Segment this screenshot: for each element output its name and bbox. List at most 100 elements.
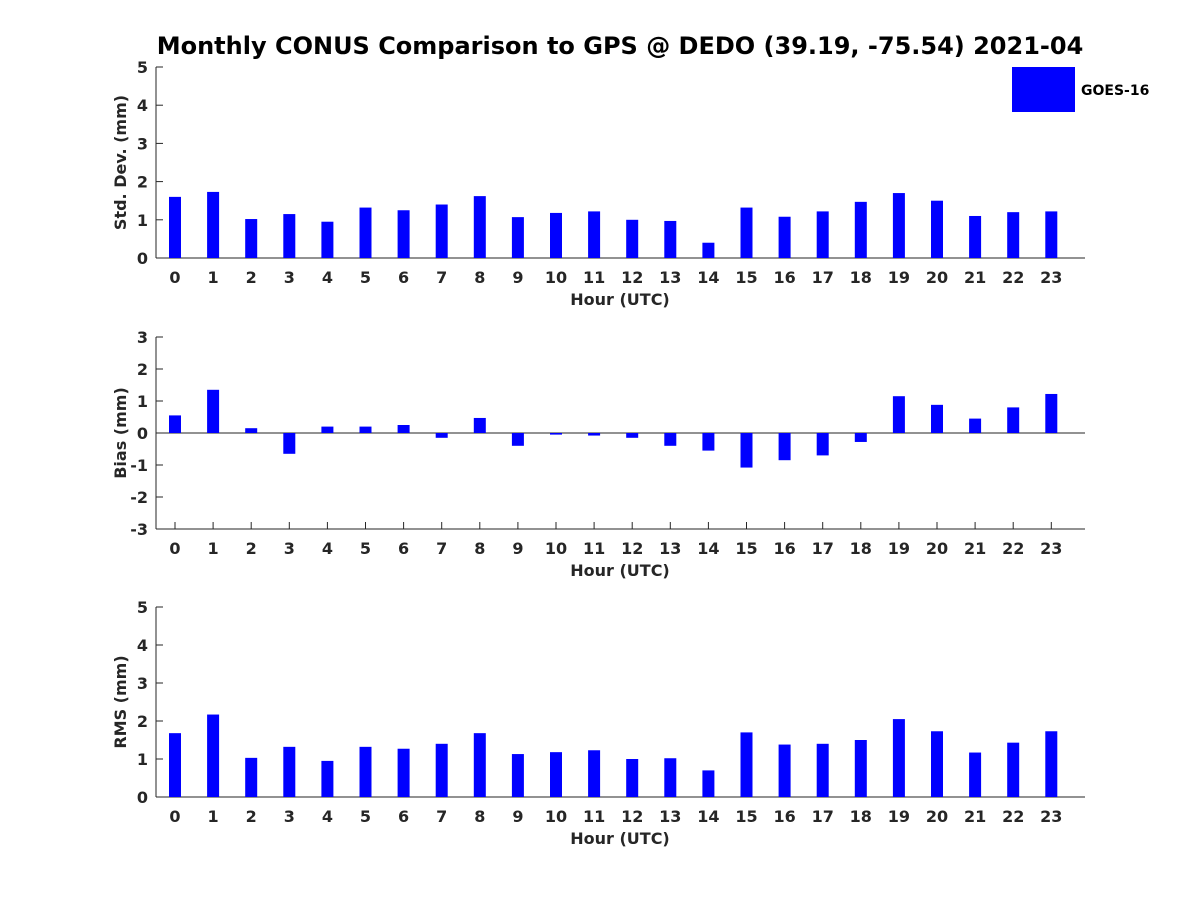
std-dev-bar	[321, 221, 334, 258]
rms-bar	[702, 770, 715, 797]
bias-x-tick-label: 22	[1002, 539, 1024, 558]
rms-bar	[664, 758, 677, 797]
bias-bar	[473, 417, 486, 433]
bias-bar	[321, 426, 334, 433]
bias-x-tick-label: 18	[850, 539, 872, 558]
std-dev-bar	[854, 201, 867, 258]
bias-bar	[169, 415, 181, 433]
std-dev-bar	[931, 200, 943, 258]
bias-x-tick-label: 6	[398, 539, 409, 558]
bias-x-tick-label: 13	[659, 539, 681, 558]
std-dev-y-tick-label: 5	[137, 58, 148, 77]
std-dev-x-tick-label: 9	[512, 268, 523, 287]
std-dev-y-tick-label: 0	[137, 249, 148, 268]
std-dev-bar	[969, 215, 982, 258]
bias-bar	[359, 426, 372, 433]
rms-x-tick-label: 19	[888, 807, 910, 826]
rms-bar	[1007, 742, 1020, 797]
rms-x-tick-label: 18	[850, 807, 872, 826]
std-dev-x-tick-label: 12	[621, 268, 643, 287]
std-dev-x-tick-label: 22	[1002, 268, 1024, 287]
bias-x-axis-label: Hour (UTC)	[570, 561, 670, 580]
rms-y-tick-label: 0	[137, 788, 148, 807]
bias-x-tick-label: 8	[474, 539, 485, 558]
bias-bar	[207, 389, 220, 433]
rms-x-tick-label: 8	[474, 807, 485, 826]
rms-bar	[626, 759, 639, 797]
rms-x-tick-label: 22	[1002, 807, 1024, 826]
rms-y-tick-label: 3	[137, 674, 148, 693]
std-dev-x-tick-label: 1	[208, 268, 219, 287]
rms-bar	[397, 748, 410, 797]
std-dev-bar	[1045, 211, 1058, 258]
bias-x-tick-label: 20	[926, 539, 948, 558]
rms-bar	[740, 732, 753, 797]
bias-bar	[283, 433, 296, 454]
std-dev-bar	[397, 210, 410, 258]
std-dev-bar	[740, 207, 753, 258]
bias-x-tick-label: 9	[512, 539, 523, 558]
bias-bar	[664, 433, 677, 446]
rms-x-tick-label: 9	[512, 807, 523, 826]
bias-x-tick-label: 4	[322, 539, 333, 558]
std-dev-y-axis-label: Std. Dev. (mm)	[111, 95, 130, 230]
bias-y-tick-label: -3	[130, 520, 148, 539]
bias-x-tick-label: 0	[169, 539, 180, 558]
rms-x-tick-label: 5	[360, 807, 371, 826]
bias-bar	[854, 433, 867, 442]
rms-bar	[778, 744, 791, 797]
std-dev-x-tick-label: 14	[697, 268, 719, 287]
rms-y-tick-label: 5	[137, 598, 148, 617]
std-dev-bar	[1007, 212, 1020, 258]
rms-x-tick-label: 16	[773, 807, 795, 826]
std-dev-x-tick-label: 13	[659, 268, 681, 287]
std-dev-bar	[435, 204, 448, 258]
rms-x-tick-label: 7	[436, 807, 447, 826]
std-dev-bar	[550, 212, 562, 258]
rms-bar	[207, 714, 220, 797]
bias-x-tick-label: 2	[246, 539, 257, 558]
std-dev-bar	[664, 220, 677, 258]
rms-y-tick-label: 1	[137, 750, 148, 769]
bias-y-tick-label: 2	[137, 360, 148, 379]
std-dev-x-tick-label: 7	[436, 268, 447, 287]
bias-x-tick-label: 17	[812, 539, 834, 558]
std-dev-bar	[359, 207, 372, 258]
rms-bar	[473, 733, 486, 797]
bias-y-tick-label: -2	[130, 488, 148, 507]
std-dev-x-tick-label: 15	[735, 268, 757, 287]
chart-title: Monthly CONUS Comparison to GPS @ DEDO (…	[157, 32, 1084, 60]
bias-bar	[550, 433, 562, 435]
bias-bar	[588, 433, 601, 436]
rms-x-tick-label: 10	[545, 807, 567, 826]
std-dev-y-tick-label: 2	[137, 173, 148, 192]
std-dev-bar	[588, 211, 601, 258]
bias-bar	[626, 433, 639, 438]
std-dev-x-tick-label: 2	[246, 268, 257, 287]
rms-bar	[854, 740, 867, 797]
std-dev-x-tick-label: 18	[850, 268, 872, 287]
std-dev-bar	[245, 219, 258, 258]
bias-y-tick-label: 0	[137, 424, 148, 443]
bias-bar	[816, 433, 829, 456]
rms-x-axis-label: Hour (UTC)	[570, 829, 670, 848]
bias-x-tick-label: 14	[697, 539, 719, 558]
bias-x-tick-label: 16	[773, 539, 795, 558]
rms-bar	[588, 750, 601, 797]
rms-bar	[245, 757, 258, 797]
bias-bar	[931, 404, 943, 433]
bias-bar	[702, 433, 715, 451]
bias-bar	[969, 418, 982, 433]
rms-bar	[816, 743, 829, 797]
std-dev-bar	[511, 217, 524, 258]
rms-bar	[435, 743, 448, 797]
rms-bar	[283, 746, 296, 797]
std-dev-x-tick-label: 5	[360, 268, 371, 287]
bias-y-tick-label: 3	[137, 328, 148, 347]
std-dev-bar	[283, 214, 296, 258]
bias-x-tick-label: 5	[360, 539, 371, 558]
